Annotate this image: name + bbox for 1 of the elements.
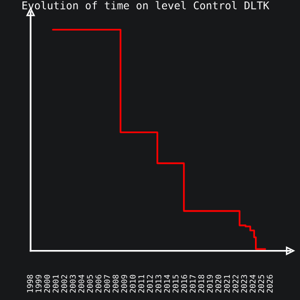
- chart-title: Evolution of time on level Control DLTK: [22, 1, 270, 10]
